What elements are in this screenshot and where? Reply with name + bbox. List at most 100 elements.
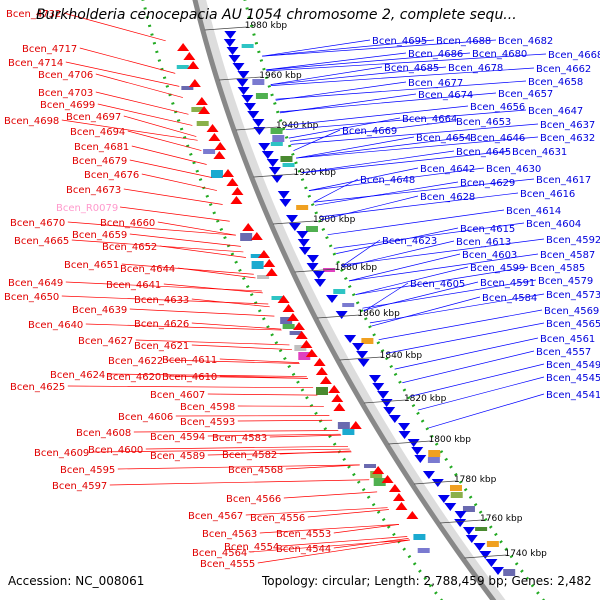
feature-block — [271, 296, 284, 300]
left-gene-label: Bcen_R0079 — [56, 203, 118, 214]
feature-block — [427, 457, 440, 463]
left-gene-label: Bcen_4706 — [38, 70, 93, 81]
right-gene-leader — [293, 129, 341, 152]
left-gene-label: Bcen_4564 — [192, 548, 247, 559]
forward-gene-arrow — [271, 175, 284, 183]
right-gene-label: Bcen_4630 — [486, 164, 541, 175]
right-gene-leader — [266, 53, 547, 72]
left-gene-leader — [283, 491, 378, 499]
right-gene-leader — [319, 192, 519, 218]
left-gene-leader — [163, 283, 263, 294]
right-gene-label: Bcen_4565 — [546, 319, 600, 330]
left-gene-leader — [129, 308, 275, 317]
left-gene-leader — [85, 323, 282, 331]
forward-gene-arrow — [253, 127, 266, 135]
left-gene-label: Bcen_4597 — [52, 481, 107, 492]
reverse-gene-arrow — [293, 322, 306, 330]
feature-block — [298, 352, 311, 360]
forward-gene-arrow — [383, 407, 396, 415]
right-gene-label: Bcen_4682 — [498, 36, 553, 47]
forward-gene-arrow — [454, 511, 467, 519]
right-gene-leader — [355, 266, 529, 295]
right-gene-leader — [301, 150, 511, 174]
kbp-tick-label: 1860 kbp — [357, 309, 400, 319]
feature-block — [241, 44, 254, 48]
right-gene-label: Bcen_4629 — [460, 178, 515, 189]
left-gene-leader — [269, 434, 342, 438]
left-gene-leader — [119, 206, 230, 222]
forward-gene-arrow — [237, 87, 250, 95]
left-gene-label: Bcen_4625 — [10, 382, 65, 393]
left-gene-label: Bcen_4566 — [226, 494, 281, 505]
right-gene-label: Bcen_4680 — [472, 49, 527, 60]
left-gene-leader — [245, 507, 388, 516]
feature-block — [315, 387, 328, 395]
right-gene-label: Bcen_4653 — [456, 117, 511, 128]
left-gene-label: Bcen_4555 — [200, 559, 255, 570]
right-gene-leader — [271, 67, 535, 86]
feature-block — [210, 170, 223, 178]
left-gene-leader — [207, 451, 352, 456]
left-gene-leader — [285, 464, 360, 470]
feature-block — [450, 492, 463, 498]
left-gene-leader — [141, 173, 218, 191]
reverse-gene-arrow — [188, 79, 201, 87]
feature-block — [257, 275, 270, 279]
right-gene-label: Bcen_4613 — [456, 237, 511, 248]
reverse-gene-arrow — [392, 493, 405, 501]
feature-block — [280, 317, 293, 324]
reverse-gene-arrow — [265, 268, 278, 276]
forward-gene-arrow — [298, 247, 311, 255]
forward-gene-arrow — [223, 39, 236, 47]
kbp-tick-line — [235, 126, 278, 131]
right-gene-label: Bcen_4592 — [546, 235, 600, 246]
kbp-tick-line — [317, 314, 360, 319]
left-gene-leader — [97, 103, 193, 126]
left-gene-label: Bcen_4732 — [6, 9, 61, 20]
feature-block — [305, 226, 318, 232]
forward-gene-arrow — [473, 543, 486, 551]
left-gene-leader — [135, 339, 290, 346]
left-gene-label: Bcen_4699 — [40, 100, 95, 111]
right-gene-leader — [275, 80, 527, 100]
right-gene-label: Bcen_4545 — [546, 373, 600, 384]
left-gene-label: Bcen_4651 — [64, 260, 119, 271]
right-gene-leader — [270, 66, 447, 85]
kbp-tick-label: 1760 kbp — [480, 514, 523, 524]
right-gene-leader — [313, 178, 359, 203]
reverse-gene-arrow — [388, 484, 401, 492]
left-gene-leader — [117, 464, 360, 470]
backbone-shadow — [195, 0, 506, 600]
left-gene-leader — [123, 115, 197, 137]
left-gene-leader — [191, 322, 282, 330]
feature-block — [240, 233, 253, 241]
kbp-tick-line — [272, 220, 315, 225]
right-gene-leader — [327, 209, 505, 236]
left-gene-leader — [259, 524, 400, 534]
right-gene-label: Bcen_4549 — [546, 360, 600, 371]
reverse-gene-arrow — [250, 232, 263, 240]
kbp-tick-label: 1780 kbp — [454, 475, 497, 485]
right-gene-label: Bcen_4616 — [520, 189, 575, 200]
right-gene-label: Bcen_4631 — [512, 147, 567, 158]
forward-gene-arrow — [411, 447, 424, 455]
reverse-gene-arrow — [206, 124, 219, 132]
right-gene-leader — [266, 52, 407, 71]
kbp-tick-line — [339, 356, 382, 361]
feature-block — [181, 86, 194, 90]
left-gene-label: Bcen_4694 — [70, 127, 125, 138]
left-gene-label: Bcen_4626 — [134, 319, 189, 330]
feature-block — [413, 534, 426, 540]
left-gene-label: Bcen_4609 — [34, 448, 89, 459]
forward-gene-arrow — [414, 455, 427, 463]
left-gene-label: Bcen_4593 — [180, 417, 235, 428]
right-gene-label: Bcen_4623 — [382, 236, 437, 247]
right-gene-label: Bcen_4647 — [528, 106, 583, 117]
forward-gene-arrow — [258, 143, 271, 151]
forward-gene-arrow — [368, 375, 381, 383]
kbp-tick-label: 1880 kbp — [335, 263, 378, 273]
forward-gene-arrow — [388, 415, 401, 423]
kbp-tick-label: 1940 kbp — [276, 121, 319, 131]
reverse-gene-arrow — [195, 97, 208, 105]
forward-gene-arrow — [252, 119, 265, 127]
